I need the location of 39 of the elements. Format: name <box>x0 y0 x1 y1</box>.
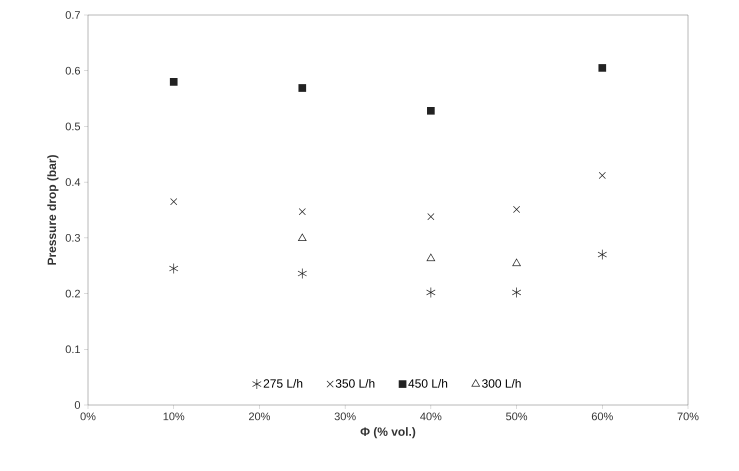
point <box>513 206 520 213</box>
point <box>426 287 436 298</box>
point <box>298 268 307 279</box>
point <box>427 213 434 220</box>
legend-label: 300 L/h <box>482 378 521 388</box>
point <box>170 198 178 206</box>
point <box>298 234 307 242</box>
x-tick-label: 70% <box>678 412 699 420</box>
y-tick-label: 0.3 <box>66 234 80 242</box>
legend-label: 350 L/h <box>336 378 374 388</box>
x-tick-label: 50% <box>506 412 528 420</box>
y-tick-label: 0 <box>74 401 80 409</box>
point <box>598 249 607 260</box>
y-tick-label: 0.5 <box>66 122 80 130</box>
y-tick-label: 0.2 <box>66 290 80 298</box>
point <box>426 254 436 262</box>
y-tick-label: 0.6 <box>66 66 80 75</box>
point <box>169 263 178 274</box>
x-tick-label: 60% <box>592 412 613 420</box>
point <box>512 258 521 266</box>
point <box>598 64 606 72</box>
x-tick-label: 10% <box>164 412 184 420</box>
point <box>170 78 178 86</box>
point <box>427 106 435 115</box>
y-tick-label: 0.4 <box>66 178 80 186</box>
x-tick-label: 30% <box>334 412 356 420</box>
point <box>512 287 522 298</box>
x-tick-label: 0% <box>80 412 96 420</box>
y-tick-label: 0.1 <box>66 345 80 354</box>
x-tick-label: 20% <box>249 412 270 420</box>
point <box>298 84 306 92</box>
y-tick-label: 0.7 <box>66 11 80 19</box>
point <box>598 172 606 179</box>
legend-label: 275 L/h <box>264 378 302 388</box>
x-tick-label: 40% <box>420 412 442 420</box>
legend-label: 450 L/h <box>408 378 448 388</box>
point <box>298 208 306 216</box>
y-axis-title: Pressure drop (bar) <box>47 155 58 265</box>
x-axis-title: Φ (% vol.) <box>360 427 416 438</box>
